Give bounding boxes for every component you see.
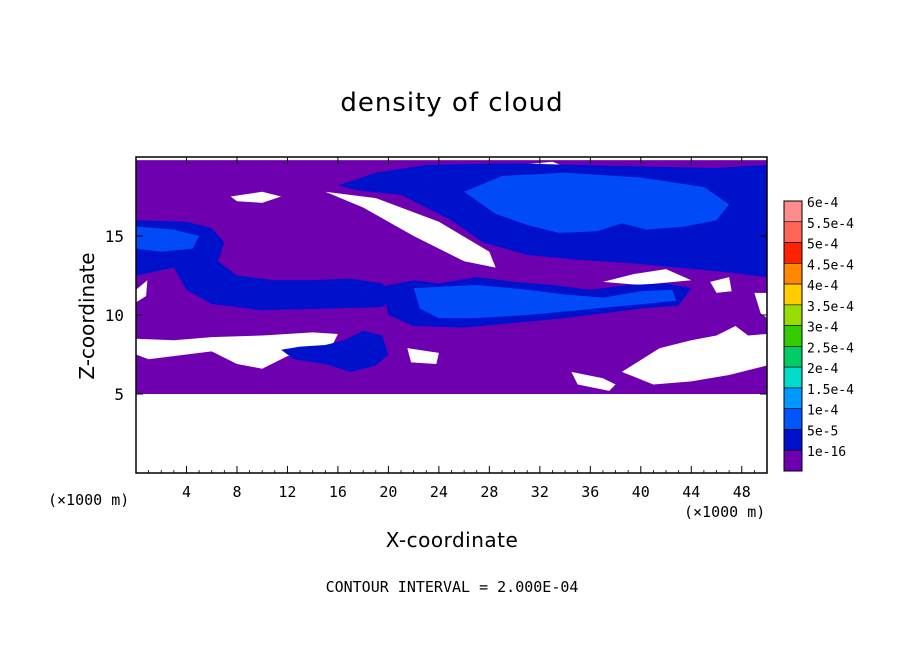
colorbar-label: 4e-4 [807,279,838,294]
clear-air-gap-1 [230,191,282,203]
clear-air-gap-10 [754,292,767,319]
clear-air-gap-2 [325,191,496,268]
plot-area [135,156,768,474]
colorbar-swatch [783,366,803,389]
x-unit-label: (×1000 m) [684,503,766,521]
clear-air-lower [136,394,767,473]
x-tick-label: 48 [733,483,751,501]
colorbar-swatch [783,429,803,451]
y-unit-label: (×1000 m) [48,491,130,509]
y-tick-label: 5 [114,385,124,404]
clear-air-gap-8 [602,269,692,285]
x-tick-label: 4 [182,483,191,501]
colorbar-label: 2e-4 [807,362,838,377]
x-tick-label: 12 [278,483,296,501]
clear-air-gap-4 [136,332,338,369]
colorbar-swatch [783,449,803,472]
x-tick-label: 16 [329,483,347,501]
colorbar-swatch [783,200,803,223]
clear-air-gap-11 [136,280,148,303]
colorbar-swatch [783,221,803,243]
y-tick-label: 15 [105,227,124,246]
x-tick-label: 24 [430,483,448,501]
colorbar-label: 4.5e-4 [807,258,854,273]
colorbar-swatch [783,242,803,264]
colorbar-label: 6e-4 [807,196,838,211]
colorbar-swatch [783,304,803,326]
clear-air-gap-7 [621,326,767,385]
cloud-region-lower-blob [281,330,389,372]
colorbar: 6e-4 5.5e-4 5e-4 4.5e-4 4e-4 3.5e-4 3e-4 2.5e-4… [783,196,854,472]
colorbar-label: 5e-4 [807,238,838,253]
cloud-region-left-core [136,226,200,252]
x-tick-label: 20 [379,483,397,501]
x-tick-label: 28 [480,483,498,501]
colorbar-label: 3.5e-4 [807,300,854,315]
contour-interval-annotation: CONTOUR INTERVAL = 2.000E-04 [325,578,579,596]
colorbar-frame [783,200,803,472]
colorbar-swatch [783,263,803,285]
cloud-region-upper-right-core [464,172,730,233]
colorbar-label: 1e-16 [807,445,846,460]
colorbar-swatch [783,283,803,306]
colorbar-label: 5.5e-4 [807,217,854,232]
cloud-region-left-band [136,220,395,311]
y-tick-label: 10 [105,306,124,325]
x-tick-label: 44 [682,483,700,501]
colorbar-swatch [783,325,803,347]
x-tick-label: 32 [531,483,549,501]
x-tick-label: 8 [232,483,241,501]
colorbar-label: 3e-4 [807,321,838,336]
colorbar-label: 2.5e-4 [807,341,854,356]
colorbar-label: 5e-5 [807,424,838,439]
colorbar-label: 1e-4 [807,404,838,419]
clear-air-gap-9 [710,277,732,293]
cloud-region-middle-core [413,284,677,319]
colorbar-swatch [783,387,803,409]
clear-air-gap-5 [407,348,439,364]
x-tick-label: 36 [581,483,599,501]
x-tick-label: 40 [632,483,650,501]
y-axis-label: Z-coordinate [75,252,99,380]
colorbar-swatch [783,346,803,368]
chart-title: density of cloud [340,88,564,118]
x-axis-label: X-coordinate [385,528,519,552]
colorbar-swatch [783,408,803,430]
colorbar-label: 1.5e-4 [807,383,854,398]
clear-air-gap-6 [571,371,616,391]
